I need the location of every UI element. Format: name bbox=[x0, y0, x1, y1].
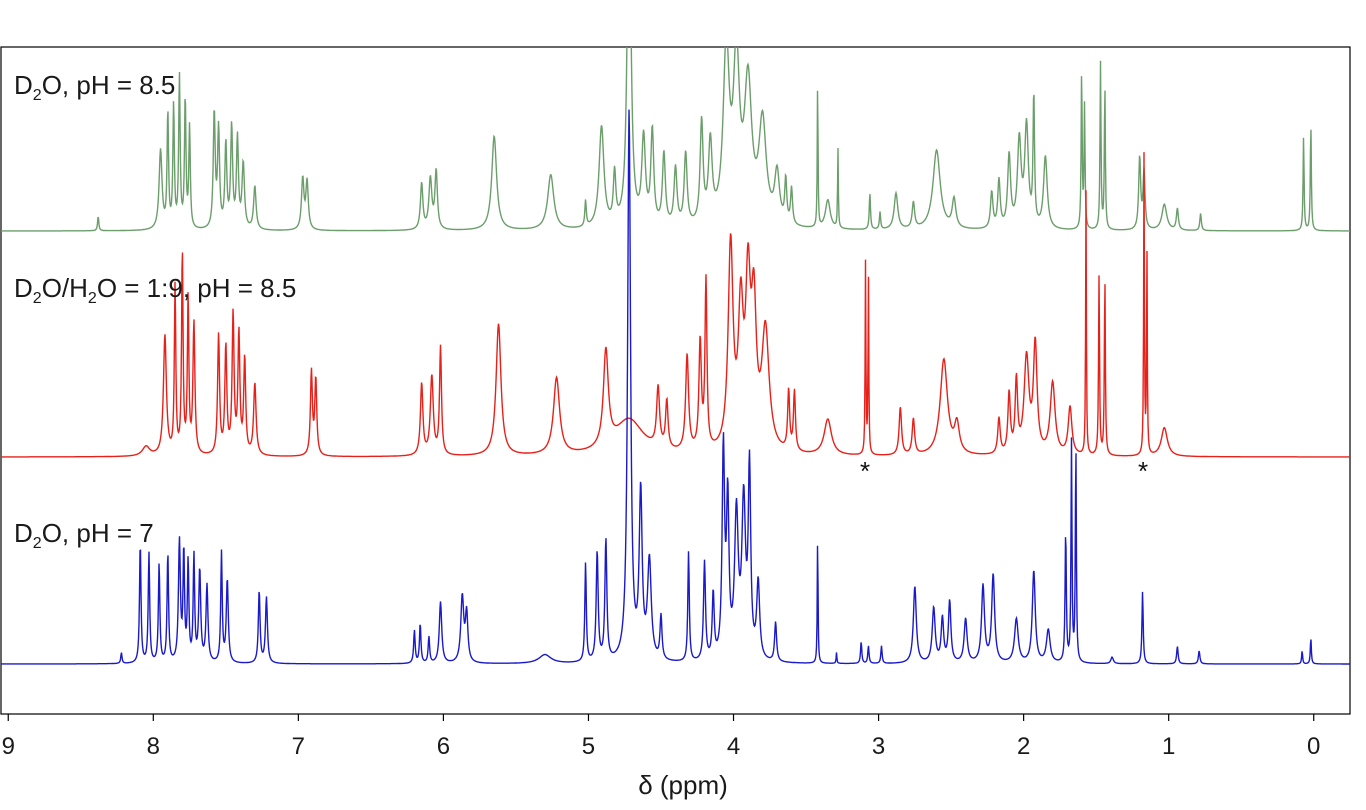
series-line-2 bbox=[1, 152, 1350, 458]
x-tick-label: 4 bbox=[727, 733, 740, 760]
x-axis-label: δ (ppm) bbox=[638, 770, 728, 800]
x-tick-label: 3 bbox=[872, 733, 885, 760]
series-line-3 bbox=[1, 109, 1350, 665]
x-tick-label: 9 bbox=[2, 733, 15, 760]
annotation-star-2: * bbox=[1138, 456, 1149, 486]
x-tick-label: 1 bbox=[1162, 733, 1175, 760]
x-tick-label: 7 bbox=[292, 733, 305, 760]
x-tick-label: 8 bbox=[147, 733, 160, 760]
series-label-blue: D2O, pH = 7 bbox=[14, 518, 154, 552]
series-line-1 bbox=[1, 47, 1350, 232]
x-tick-label: 6 bbox=[437, 733, 450, 760]
x-tick-label: 0 bbox=[1307, 733, 1320, 760]
plot-frame bbox=[0, 46, 1351, 715]
x-tick-label: 2 bbox=[1017, 733, 1030, 760]
series-label-red: D2O/H2O = 1:9, pH = 8.5 bbox=[14, 273, 297, 307]
series-label-green: D2O, pH = 8.5 bbox=[14, 70, 176, 104]
annotation-star-1: * bbox=[860, 456, 871, 486]
x-tick-label: 5 bbox=[582, 733, 595, 760]
